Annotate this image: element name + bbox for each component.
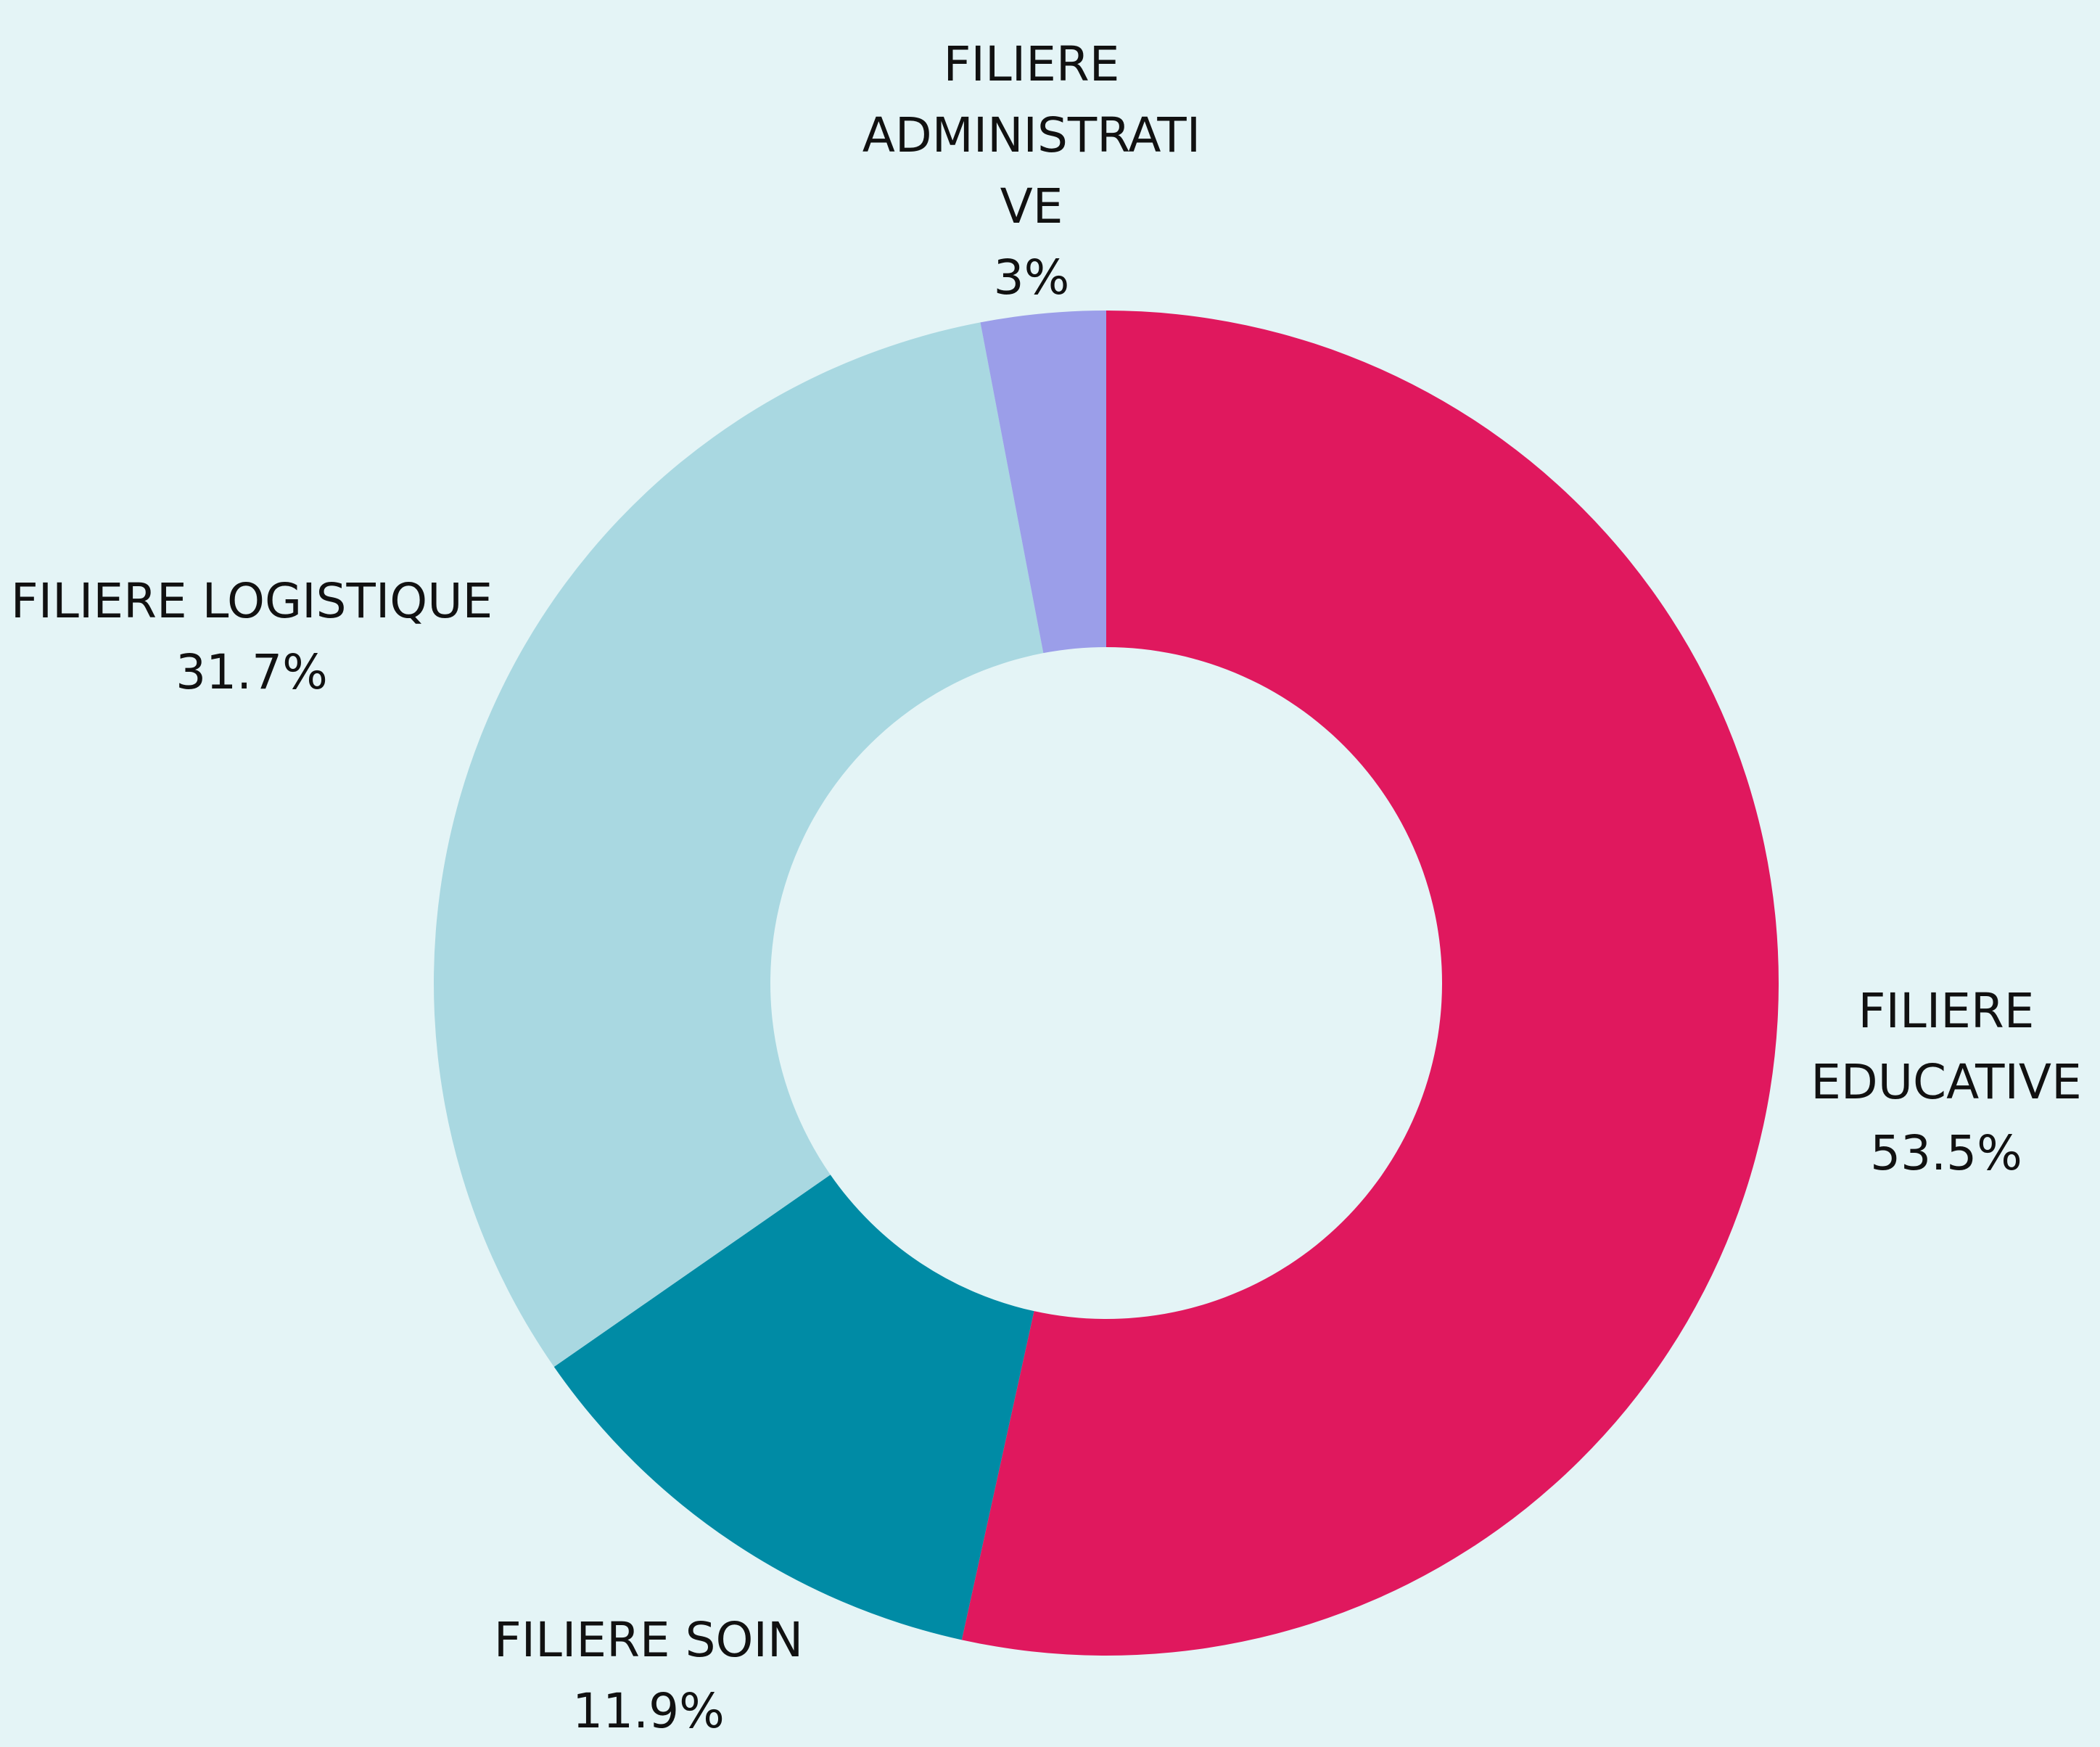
donut-slice [434, 322, 1044, 1367]
slice-label: FILIERE SOIN 11.9% [431, 1605, 866, 1747]
category-label: FILIERE ADMINISTRATIVE [862, 36, 1201, 234]
value-label: 11.9% [572, 1683, 725, 1739]
value-label: 31.7% [176, 644, 328, 700]
value-label: 3% [993, 250, 1070, 305]
category-label: FILIERE LOGISTIQUE [10, 573, 493, 629]
category-label: FILIERE EDUCATIVE [1811, 983, 2082, 1110]
donut-slice [980, 311, 1106, 654]
category-label: FILIERE SOIN [493, 1612, 804, 1668]
slice-label: FILIERE LOGISTIQUE 31.7% [0, 566, 578, 708]
donut-slice [553, 1175, 1034, 1640]
slice-label: FILIERE ADMINISTRATIVE 3% [861, 29, 1202, 313]
donut-slice [961, 311, 1779, 1656]
slice-label: FILIERE EDUCATIVE 53.5% [1794, 976, 2099, 1189]
value-label: 53.5% [1870, 1125, 2022, 1181]
